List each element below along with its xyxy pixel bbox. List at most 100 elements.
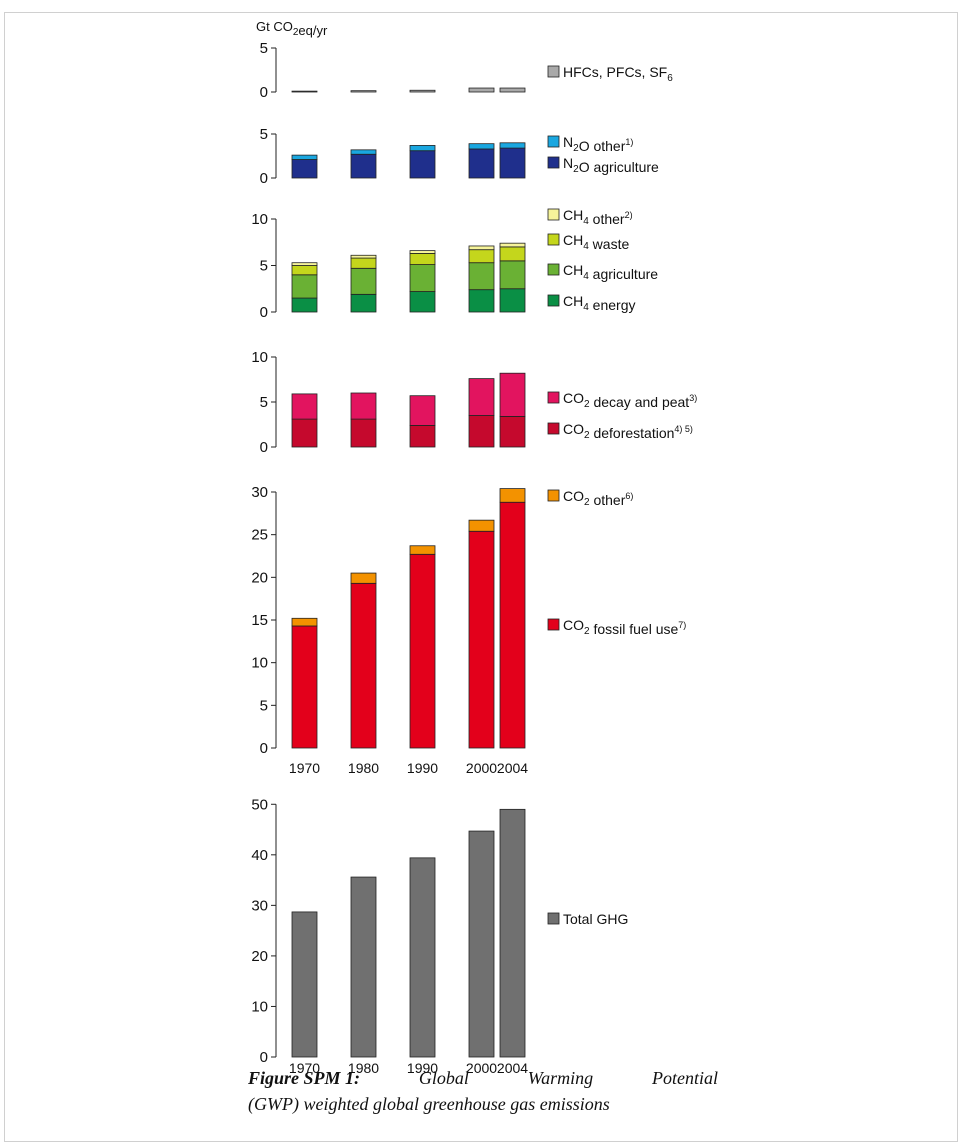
- x-tick-label: 2000: [466, 760, 497, 776]
- bar-segment-1980-series-1: [350, 418, 377, 448]
- bar-segment-1970-series-3: [291, 265, 318, 276]
- x-tick-label: 2004: [497, 760, 528, 776]
- bar-segment-1970-series-1: [291, 90, 318, 93]
- y-tick-label: 0: [260, 740, 268, 757]
- legend-label: CO2 fossil fuel use7): [563, 617, 686, 637]
- bar-segment-2000-series-1: [468, 830, 495, 1058]
- bar-segment-1990-series-1: [409, 424, 436, 448]
- bar-segment-1990-series-2: [409, 264, 436, 292]
- caption-word-2: Warming: [527, 1068, 594, 1088]
- y-tick-label: 10: [251, 211, 268, 228]
- bar-segment-2000-series-4: [468, 245, 495, 251]
- bar-segment-1980-series-2: [350, 267, 377, 295]
- y-tick-label: 0: [260, 84, 268, 101]
- y-unit-label: Gt CO2eq/yr: [256, 19, 328, 38]
- y-tick-label: 5: [260, 697, 268, 714]
- legend-swatch: [547, 135, 560, 148]
- y-tick-label: 5: [260, 394, 268, 411]
- bar-segment-2004-series-2: [499, 488, 526, 503]
- bar-segment-2004-series-1: [499, 288, 526, 313]
- bar-segment-2004-series-1: [499, 87, 526, 93]
- x-tick-label: 2004: [497, 1060, 528, 1076]
- bar-segment-2004-series-2: [499, 142, 526, 149]
- y-tick-label: 10: [251, 349, 268, 366]
- bar-segment-1990-series-1: [409, 857, 436, 1058]
- bar-segment-2000-series-1: [468, 148, 495, 179]
- bar-segment-2004-series-1: [499, 415, 526, 448]
- x-tick-label: 1990: [407, 1060, 438, 1076]
- bar-segment-1980-series-2: [350, 572, 377, 584]
- y-tick-label: 5: [260, 258, 268, 275]
- bar-segment-2000-series-1: [468, 87, 495, 93]
- y-tick-label: 5: [260, 126, 268, 143]
- legend-label: HFCs, PFCs, SF6: [563, 64, 673, 84]
- bar-segment-1980-series-1: [350, 293, 377, 313]
- bar-segment-1980-series-3: [350, 257, 377, 269]
- bar-segment-1980-series-1: [350, 876, 377, 1058]
- bar-segment-2000-series-2: [468, 143, 495, 150]
- bar-segment-2004-series-2: [499, 372, 526, 417]
- caption-label: Figure SPM 1:: [248, 1068, 361, 1088]
- bar-segment-1970-series-4: [291, 262, 318, 266]
- x-tick-label: 1980: [348, 1060, 379, 1076]
- bar-segment-1990-series-3: [409, 253, 436, 265]
- bar-segment-2004-series-1: [499, 147, 526, 179]
- legend-label: CH4 other2): [563, 207, 633, 227]
- legend-swatch: [547, 294, 560, 307]
- bar-segment-2000-series-2: [468, 519, 495, 532]
- y-tick-label: 50: [251, 796, 268, 813]
- bar-segment-2000-series-1: [468, 530, 495, 749]
- bar-segment-1990-series-1: [409, 291, 436, 313]
- y-tick-label: 0: [260, 170, 268, 187]
- y-tick-label: 10: [251, 655, 268, 672]
- y-tick-label: 0: [260, 304, 268, 321]
- bar-segment-1970-series-1: [291, 418, 318, 448]
- bar-segment-2000-series-2: [468, 378, 495, 416]
- y-tick-label: 5: [260, 40, 268, 57]
- legend-swatch: [547, 618, 560, 631]
- bar-segment-2000-series-3: [468, 249, 495, 264]
- bar-segment-2004-series-3: [499, 246, 526, 262]
- legend-swatch: [547, 912, 560, 925]
- bar-segment-1970-series-1: [291, 159, 318, 179]
- legend-label: CO2 other6): [563, 488, 633, 508]
- y-tick-label: 40: [251, 847, 268, 864]
- legend-label: N2O agriculture: [563, 155, 659, 175]
- bar-segment-1970-series-2: [291, 393, 318, 420]
- bar-segment-1990-series-4: [409, 250, 436, 254]
- x-tick-label: 1970: [289, 1060, 320, 1076]
- y-tick-label: 25: [251, 527, 268, 544]
- figure-frame: [4, 12, 958, 1142]
- bar-segment-2004-series-1: [499, 501, 526, 749]
- legend-swatch: [547, 65, 560, 78]
- bar-segment-1980-series-1: [350, 153, 377, 179]
- bar-segment-1990-series-1: [409, 553, 436, 749]
- bar-segment-1970-series-2: [291, 274, 318, 299]
- caption-word-1: Global: [418, 1068, 469, 1088]
- legend-swatch: [547, 263, 560, 276]
- bar-segment-1980-series-2: [350, 392, 377, 420]
- caption-line-1: Figure SPM 1: Global Warming Potential: [248, 1068, 718, 1089]
- bar-segment-1990-series-1: [409, 89, 436, 93]
- legend-label: Total GHG: [563, 911, 628, 927]
- caption-word-3: Potential: [651, 1068, 718, 1088]
- legend-swatch: [547, 391, 560, 404]
- legend-label: CO2 decay and peat3): [563, 390, 697, 410]
- legend-label: CO2 deforestation4) 5): [563, 421, 693, 441]
- x-tick-label: 1990: [407, 760, 438, 776]
- bar-segment-1970-series-2: [291, 617, 318, 627]
- y-tick-label: 10: [251, 998, 268, 1015]
- legend-swatch: [547, 208, 560, 221]
- bar-segment-2004-series-1: [499, 808, 526, 1058]
- legend-label: CH4 waste: [563, 232, 629, 252]
- legend-label: N2O other1): [563, 134, 633, 154]
- x-tick-label: 2000: [466, 1060, 497, 1076]
- legend-swatch: [547, 233, 560, 246]
- bar-segment-1990-series-2: [409, 545, 436, 555]
- legend-swatch: [547, 489, 560, 502]
- bar-segment-1970-series-1: [291, 297, 318, 313]
- bar-segment-1970-series-1: [291, 625, 318, 749]
- bar-segment-1980-series-1: [350, 90, 377, 93]
- caption-line-2: (GWP) weighted global greenhouse gas emi…: [248, 1094, 610, 1114]
